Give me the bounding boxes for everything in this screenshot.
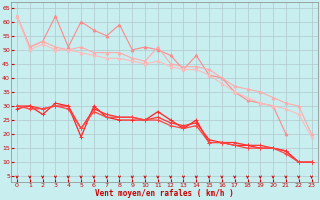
X-axis label: Vent moyen/en rafales ( km/h ): Vent moyen/en rafales ( km/h ) (95, 189, 234, 198)
